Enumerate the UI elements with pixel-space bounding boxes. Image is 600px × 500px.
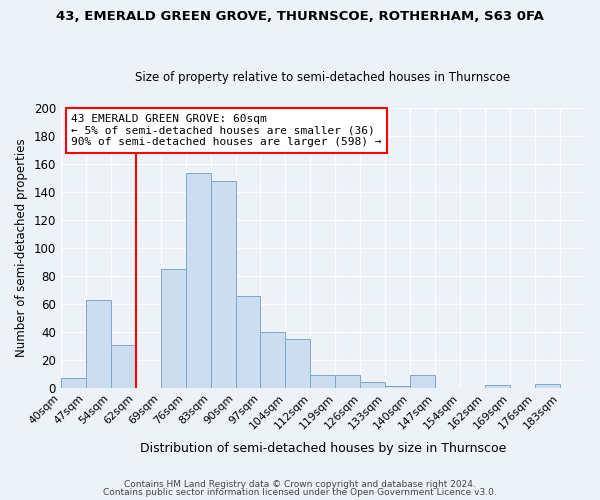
Bar (410, 376, 435, 388)
Bar (385, 386, 410, 388)
Bar (111, 344, 136, 388)
Text: 43 EMERALD GREEN GROVE: 60sqm
← 5% of semi-detached houses are smaller (36)
90% : 43 EMERALD GREEN GROVE: 60sqm ← 5% of se… (71, 114, 382, 147)
Text: Contains public sector information licensed under the Open Government Licence v3: Contains public sector information licen… (103, 488, 497, 497)
X-axis label: Distribution of semi-detached houses by size in Thurnscoe: Distribution of semi-detached houses by … (140, 442, 506, 455)
Text: 43, EMERALD GREEN GROVE, THURNSCOE, ROTHERHAM, S63 0FA: 43, EMERALD GREEN GROVE, THURNSCOE, ROTH… (56, 10, 544, 23)
Bar (161, 269, 185, 388)
Bar (361, 382, 385, 388)
Text: Contains HM Land Registry data © Crown copyright and database right 2024.: Contains HM Land Registry data © Crown c… (124, 480, 476, 489)
Bar (61, 378, 86, 388)
Bar (86, 300, 111, 388)
Bar (286, 339, 310, 388)
Bar (211, 181, 236, 388)
Bar (260, 332, 286, 388)
Bar (535, 384, 560, 388)
Title: Size of property relative to semi-detached houses in Thurnscoe: Size of property relative to semi-detach… (136, 70, 511, 84)
Y-axis label: Number of semi-detached properties: Number of semi-detached properties (15, 138, 28, 358)
Bar (310, 376, 335, 388)
Bar (236, 296, 260, 388)
Bar (335, 376, 361, 388)
Bar (185, 172, 211, 388)
Bar (485, 385, 510, 388)
